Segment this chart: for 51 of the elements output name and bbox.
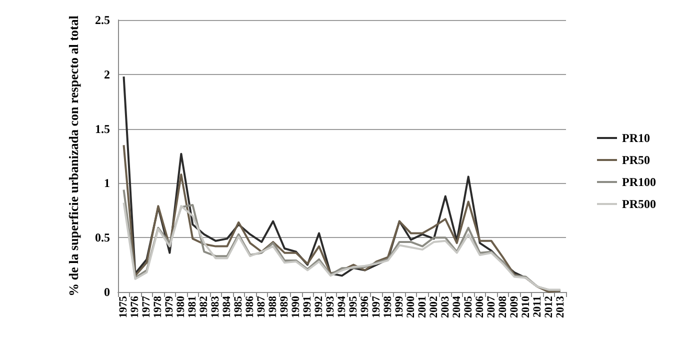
x-tick-label: 2011 xyxy=(531,296,544,318)
y-tick-label: 0.5 xyxy=(95,230,110,245)
legend-label: PR100 xyxy=(622,175,656,189)
x-tick-label: 1975 xyxy=(118,296,130,318)
x-tick-label: 2000 xyxy=(404,296,417,318)
x-tick-label: 2012 xyxy=(542,296,555,318)
x-tick-label: 2002 xyxy=(428,296,440,318)
x-tick-label: 2005 xyxy=(462,296,474,318)
x-tick-label: 2013 xyxy=(554,296,566,318)
x-tick-label: 1990 xyxy=(290,296,302,318)
x-tick-label: 1998 xyxy=(382,296,394,318)
y-tick-label: 1.5 xyxy=(95,122,110,136)
x-tick-label: 1991 xyxy=(302,296,314,318)
x-tick-label: 1976 xyxy=(129,296,142,318)
y-tick-label: 2.5 xyxy=(95,13,110,27)
y-tick-label: 2 xyxy=(104,67,110,82)
x-tick-label: 1987 xyxy=(256,296,268,318)
x-tick-label: 1985 xyxy=(232,296,245,318)
x-tick-label: 1978 xyxy=(152,296,164,318)
x-tick-label: 1979 xyxy=(164,296,176,318)
x-tick-label: 2001 xyxy=(416,296,428,318)
x-tick-label: 2010 xyxy=(520,296,532,318)
x-tick-label: 1996 xyxy=(358,296,371,318)
x-tick-label: 1988 xyxy=(267,296,280,318)
x-tick-label: 1993 xyxy=(324,296,337,318)
x-tick-label: 2008 xyxy=(496,296,509,318)
x-tick-label: 1984 xyxy=(221,296,234,318)
y-tick-label: 0 xyxy=(104,285,110,299)
x-tick-label: 1983 xyxy=(210,296,222,318)
x-tick-label: 2007 xyxy=(485,296,498,318)
x-tick-label: 1982 xyxy=(198,296,210,318)
x-tick-label: 2009 xyxy=(508,296,520,318)
x-tick-label: 2006 xyxy=(474,296,486,318)
y-tick-label: 1 xyxy=(104,176,110,190)
x-tick-label: 2003 xyxy=(439,296,452,318)
legend-label: PR500 xyxy=(622,197,656,211)
x-tick-label: 1994 xyxy=(336,296,348,318)
x-tick-label: 1989 xyxy=(278,296,291,318)
x-tick-label: 2004 xyxy=(450,296,463,318)
x-tick-label: 1986 xyxy=(244,296,256,318)
y-axis-title: % de la superficie urbanizada con respecto al total xyxy=(66,15,81,296)
x-tick-label: 1999 xyxy=(393,296,406,318)
x-tick-label: 1980 xyxy=(175,296,188,318)
x-tick-label: 1977 xyxy=(140,296,153,318)
line-series xyxy=(122,144,562,293)
x-tick-label: 1981 xyxy=(186,296,199,318)
x-tick-label: 1997 xyxy=(370,296,382,318)
x-tick-label: 1995 xyxy=(347,296,360,318)
legend-label: PR50 xyxy=(622,153,650,167)
x-tick-label: 1992 xyxy=(313,296,326,318)
legend-label: PR10 xyxy=(622,131,650,145)
